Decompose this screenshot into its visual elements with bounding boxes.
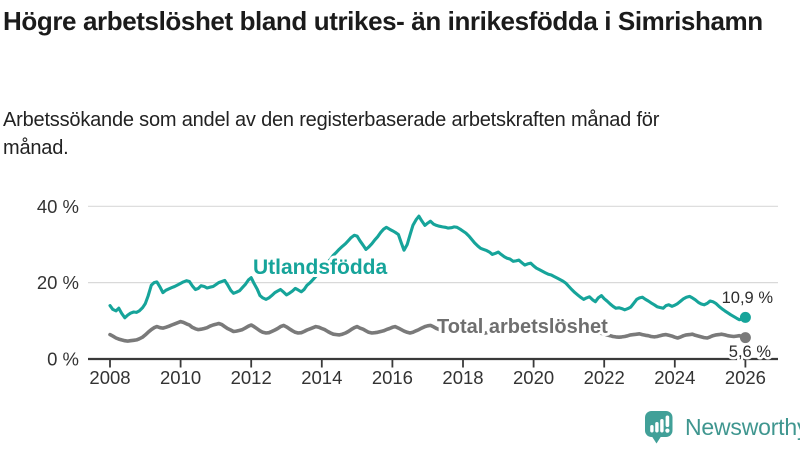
brand-name: Newsworthy	[685, 414, 800, 440]
x-tick-label-2018: 2018	[442, 367, 483, 388]
y-tick-label-40: 40 %	[37, 196, 79, 217]
x-tick-label-2022: 2022	[584, 367, 625, 388]
chart-subtitle: Arbetssökande som andel av den registerb…	[3, 109, 660, 159]
x-tick-label-2010: 2010	[160, 367, 201, 388]
x-tick-label-2014: 2014	[301, 367, 342, 388]
y-tick-label-0: 0 %	[47, 349, 79, 370]
x-tick-label-2008: 2008	[89, 367, 130, 388]
end-dot-utlandsfodda	[739, 311, 751, 323]
series-label-total-arbetsloshet: Total arbetslöshet	[437, 316, 608, 338]
x-tick-label-2024: 2024	[654, 367, 695, 388]
x-tick-label-2026: 2026	[725, 367, 766, 388]
end-value-label-total-arbetsloshet: 5,6 %	[729, 343, 772, 361]
series-line-total-arbetsloshet	[108, 319, 748, 343]
chart-title: Högre arbetslöshet bland utrikes- än inr…	[3, 6, 763, 36]
end-dot-total-arbetsloshet	[739, 332, 751, 344]
end-value-label-utlandsfodda: 10,9 %	[722, 289, 774, 307]
x-tick-label-2012: 2012	[231, 367, 272, 388]
x-tick-label-2016: 2016	[372, 367, 413, 388]
newsworthy-logo[interactable]: Newsworthy	[644, 410, 800, 445]
bar-chart-speech-bubble-icon	[645, 411, 673, 444]
x-tick-label-2020: 2020	[513, 367, 554, 388]
series-label-utlandsfodda: Utlandsfödda	[253, 256, 387, 279]
y-tick-label-20: 20 %	[37, 272, 79, 293]
series-line-utlandsfodda	[108, 214, 747, 322]
